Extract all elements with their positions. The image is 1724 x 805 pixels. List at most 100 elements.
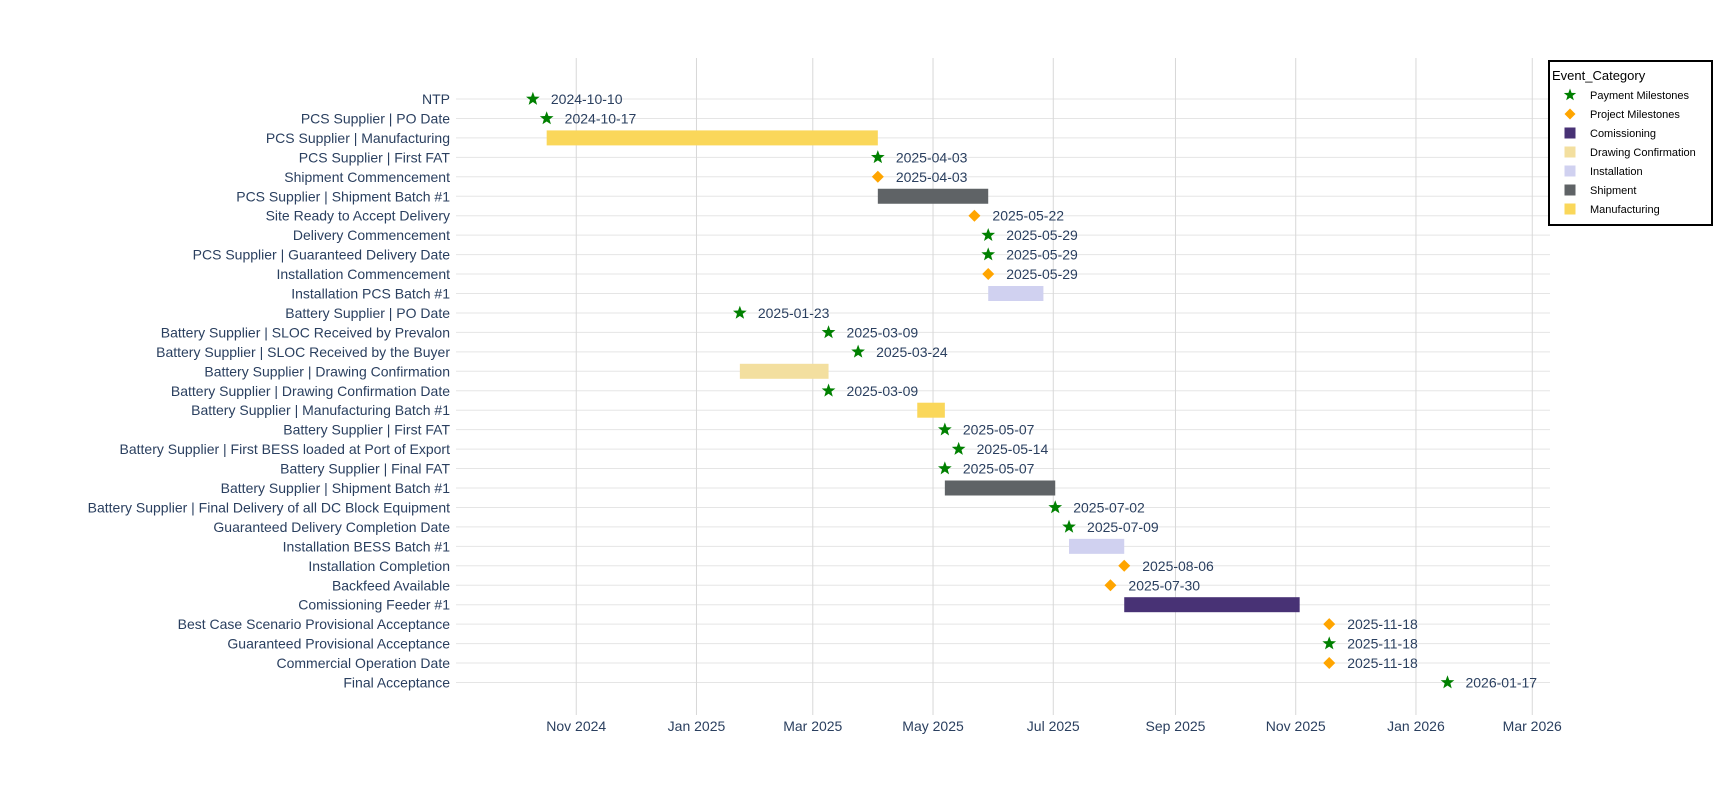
task-label: PCS Supplier | Shipment Batch #1 [236, 188, 450, 204]
payment-milestone-star-icon [1048, 500, 1063, 514]
legend-swatch [1564, 184, 1576, 196]
legend-entry-label: Installation [1590, 166, 1643, 178]
task-label: Battery Supplier | Final FAT [280, 461, 450, 477]
milestone-date-label: 2025-11-18 [1347, 655, 1418, 671]
legend-box [1548, 60, 1713, 226]
legend-entry-label: Drawing Confirmation [1590, 147, 1696, 159]
legend-title: Event_Category [1552, 68, 1646, 83]
task-label: Battery Supplier | Drawing Confirmation [204, 363, 450, 379]
task-label: PCS Supplier | PO Date [301, 110, 450, 126]
task-bar-installation [988, 286, 1044, 301]
milestone-date-label: 2025-07-09 [1087, 519, 1159, 535]
task-bar-drawing-confirmation [739, 363, 829, 379]
task-bar-shipment [877, 188, 989, 204]
y-axis-task-labels: NTP PCS Supplier | PO Date PCS Supplier | … [88, 91, 451, 691]
milestone-date-label: 2025-05-29 [1006, 227, 1078, 243]
milestone-date-label: 2026-01-17 [1465, 675, 1537, 691]
task-bar-manufacturing [917, 402, 945, 418]
legend: Event_Category Payment Milestones Project … [1548, 60, 1713, 226]
x-tick-label: Sep 2025 [1146, 718, 1206, 734]
task-label: Guaranteed Provisional Acceptance [227, 636, 450, 652]
x-tick-label: Mar 2026 [1503, 718, 1562, 734]
project-milestone-diamond-icon [982, 268, 995, 281]
x-axis-date-labels: Nov 2024 Jan 2025 Mar 2025 May 2025 Jul 2025… [546, 718, 1562, 734]
milestone-date-label: 2025-03-24 [876, 344, 948, 360]
payment-milestone-star-icon [526, 91, 540, 105]
payment-milestone-star-icon [951, 441, 966, 455]
task-label: Installation Completion [308, 558, 450, 574]
milestone-date-label: 2025-07-02 [1073, 499, 1145, 515]
task-label: Installation PCS Batch #1 [291, 286, 450, 302]
task-bar-shipment [944, 480, 1056, 496]
legend-entry-label: Comissioning [1590, 128, 1656, 140]
milestone-date-label: 2025-05-22 [992, 208, 1064, 224]
milestone-date-label: 2025-05-07 [963, 461, 1035, 477]
payment-milestone-star-icon [1440, 675, 1455, 689]
payment-milestone-star-icon [981, 227, 996, 241]
task-label: Battery Supplier | Shipment Batch #1 [221, 480, 451, 496]
horizontal-gridlines [456, 98, 1550, 683]
task-label: Delivery Commencement [293, 227, 450, 243]
task-label: Battery Supplier | Final Delivery of all… [88, 499, 450, 515]
project-milestone-diamond-icon [968, 209, 981, 222]
task-label: PCS Supplier | Guaranteed Delivery Date [193, 247, 451, 263]
task-bar-comissioning [1124, 597, 1300, 613]
milestone-date-label: 2025-05-14 [977, 441, 1049, 457]
payment-milestone-star-icon [870, 150, 885, 164]
milestone-date-label: 2025-07-30 [1128, 577, 1200, 593]
payment-milestone-star-icon [1062, 519, 1076, 533]
task-label: NTP [422, 91, 450, 107]
milestone-date-label: 2025-05-29 [1006, 247, 1078, 263]
legend-swatch [1564, 146, 1576, 158]
legend-diamond-icon [1564, 108, 1576, 120]
milestone-date-label: 2025-03-09 [847, 383, 919, 399]
task-label: Installation BESS Batch #1 [283, 538, 451, 554]
task-bars [546, 130, 1300, 613]
payment-milestone-star-icon [733, 305, 747, 319]
task-label: Battery Supplier | PO Date [285, 305, 450, 321]
task-label: Backfeed Available [332, 577, 450, 593]
payment-milestone-star-icon [938, 422, 952, 436]
task-label: Final Acceptance [343, 675, 450, 691]
milestone-date-label: 2025-11-18 [1347, 636, 1418, 652]
milestone-date-label: 2025-04-03 [896, 169, 968, 185]
milestone-date-label: 2025-01-23 [758, 305, 830, 321]
x-tick-label: Jul 2025 [1027, 718, 1080, 734]
x-tick-label: Jan 2025 [668, 718, 726, 734]
legend-entry-label: Payment Milestones [1590, 90, 1690, 102]
task-label: Battery Supplier | SLOC Received by the … [156, 344, 450, 360]
milestone-date-label: 2025-05-07 [963, 422, 1035, 438]
legend-swatch [1564, 203, 1576, 215]
project-milestone-diamond-icon [1323, 618, 1336, 631]
legend-swatch [1564, 165, 1576, 177]
task-label: PCS Supplier | Manufacturing [266, 130, 450, 146]
task-label: Battery Supplier | SLOC Received by Prev… [161, 324, 450, 340]
x-tick-label: Jan 2026 [1387, 718, 1445, 734]
payment-milestone-star-icon [1322, 636, 1337, 650]
legend-swatch [1564, 127, 1576, 139]
payment-milestone-star-icon [938, 461, 952, 475]
task-label: Site Ready to Accept Delivery [266, 208, 450, 224]
milestone-date-label: 2025-05-29 [1006, 266, 1078, 282]
payment-milestone-star-icon [821, 383, 836, 397]
task-label: Best Case Scenario Provisional Acceptanc… [178, 616, 451, 632]
task-label: Installation Commencement [276, 266, 450, 282]
x-tick-label: Mar 2025 [783, 718, 842, 734]
task-label: Comissioning Feeder #1 [298, 597, 450, 613]
milestone-date-label: 2024-10-10 [551, 91, 623, 107]
task-label: PCS Supplier | First FAT [299, 149, 451, 165]
legend-star-icon [1563, 88, 1577, 101]
payment-milestone-star-icon [821, 325, 836, 339]
x-tick-label: Nov 2024 [546, 718, 606, 734]
task-label: Battery Supplier | Drawing Confirmation … [171, 383, 450, 399]
milestone-markers: 2024-10-10 2024-10-17 2025-04-03 2025-04-03… [526, 91, 1537, 691]
legend-entry-label: Project Milestones [1590, 109, 1680, 121]
payment-milestone-star-icon [981, 247, 996, 261]
project-milestone-diamond-icon [871, 170, 884, 183]
project-milestone-diamond-icon [1118, 559, 1131, 572]
task-label: Battery Supplier | First BESS loaded at … [120, 441, 451, 457]
task-bar-installation [1069, 538, 1125, 554]
project-milestone-diamond-icon [1104, 579, 1117, 592]
x-tick-label: Nov 2025 [1266, 718, 1326, 734]
